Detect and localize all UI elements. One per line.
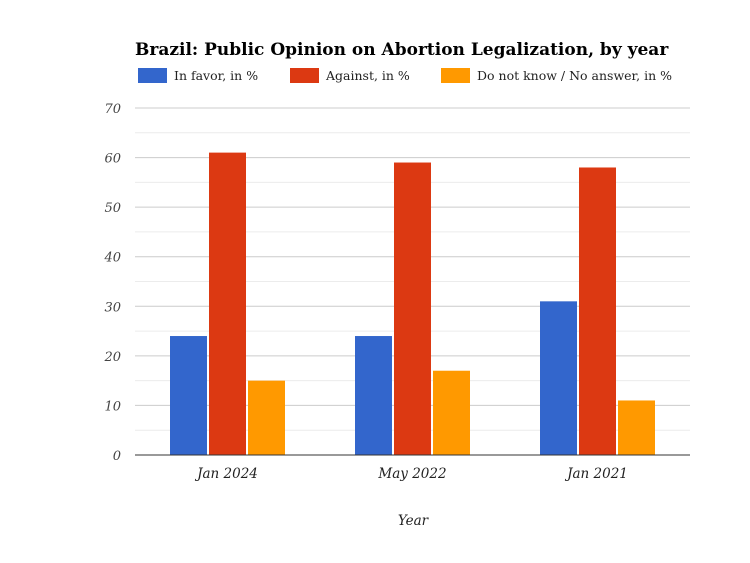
y-tick-label: 50	[104, 201, 121, 216]
x-tick-label: Jan 2024	[194, 466, 258, 482]
bar-against-jan-2021	[579, 167, 616, 455]
bar-against-may-2022	[394, 162, 431, 455]
legend-label: In favor, in %	[174, 68, 258, 83]
y-tick-label: 0	[113, 449, 121, 464]
y-tick-label: 10	[104, 399, 121, 414]
x-axis-label: Year	[398, 513, 430, 529]
bar-against-jan-2024	[209, 152, 246, 455]
x-tick-label: May 2022	[377, 466, 446, 482]
bar-do-not-know-no-answer-jan-2024	[248, 380, 285, 455]
bar-in-favor-may-2022	[355, 336, 392, 455]
y-tick-label: 30	[104, 300, 121, 315]
legend-swatch	[290, 68, 319, 83]
bar-do-not-know-no-answer-jan-2021	[618, 400, 655, 455]
bar-in-favor-jan-2024	[170, 336, 207, 455]
bar-in-favor-jan-2021	[540, 301, 577, 455]
y-tick-label: 20	[103, 350, 121, 365]
legend-label: Do not know / No answer, in %	[477, 68, 672, 83]
x-tick-label: Jan 2021	[564, 466, 628, 482]
bar-do-not-know-no-answer-may-2022	[433, 370, 470, 455]
legend-swatch	[138, 68, 167, 83]
y-tick-label: 40	[103, 251, 121, 266]
y-tick-label: 60	[104, 152, 121, 167]
y-tick-label: 70	[104, 102, 121, 117]
chart-title: Brazil: Public Opinion on Abortion Legal…	[135, 40, 669, 60]
legend-swatch	[441, 68, 470, 83]
legend-label: Against, in %	[325, 68, 410, 83]
